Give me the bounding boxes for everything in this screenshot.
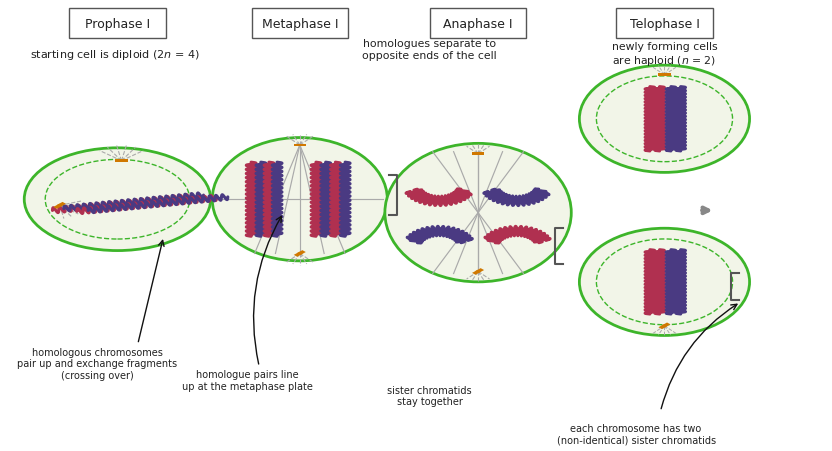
Polygon shape	[658, 323, 671, 329]
Polygon shape	[57, 204, 62, 207]
Text: starting cell is diploid (2$n$ = 4): starting cell is diploid (2$n$ = 4)	[30, 48, 200, 62]
Ellipse shape	[579, 229, 750, 336]
Polygon shape	[472, 153, 484, 156]
FancyBboxPatch shape	[430, 9, 527, 39]
Text: Prophase I: Prophase I	[85, 18, 150, 31]
Polygon shape	[298, 144, 302, 147]
Polygon shape	[53, 202, 66, 209]
Polygon shape	[662, 74, 666, 77]
Polygon shape	[115, 160, 128, 163]
FancyBboxPatch shape	[617, 9, 713, 39]
Text: newly forming cells
are haploid ($n$ = 2): newly forming cells are haploid ($n$ = 2…	[612, 41, 717, 68]
Text: Telophase I: Telophase I	[630, 18, 700, 31]
Polygon shape	[294, 144, 306, 147]
Polygon shape	[294, 251, 306, 257]
Polygon shape	[120, 160, 123, 163]
Text: Metaphase I: Metaphase I	[261, 18, 338, 31]
Polygon shape	[472, 268, 484, 275]
Polygon shape	[475, 270, 481, 273]
Ellipse shape	[579, 66, 750, 173]
FancyBboxPatch shape	[69, 9, 166, 39]
Text: homologue pairs line
up at the metaphase plate: homologue pairs line up at the metaphase…	[181, 369, 313, 391]
Text: each chromosome has two
(non-identical) sister chromatids: each chromosome has two (non-identical) …	[557, 423, 716, 444]
Text: Anaphase I: Anaphase I	[443, 18, 513, 31]
Polygon shape	[297, 252, 303, 256]
Polygon shape	[658, 74, 671, 77]
Polygon shape	[476, 153, 480, 156]
Ellipse shape	[212, 138, 388, 261]
Text: homologues separate to
opposite ends of the cell: homologues separate to opposite ends of …	[362, 39, 497, 61]
FancyBboxPatch shape	[251, 9, 348, 39]
Text: homologous chromosomes
pair up and exchange fragments
(crossing over): homologous chromosomes pair up and excha…	[17, 347, 177, 380]
Polygon shape	[661, 324, 667, 328]
Text: sister chromatids
stay together: sister chromatids stay together	[387, 385, 472, 406]
Ellipse shape	[385, 144, 572, 282]
Ellipse shape	[24, 148, 210, 251]
